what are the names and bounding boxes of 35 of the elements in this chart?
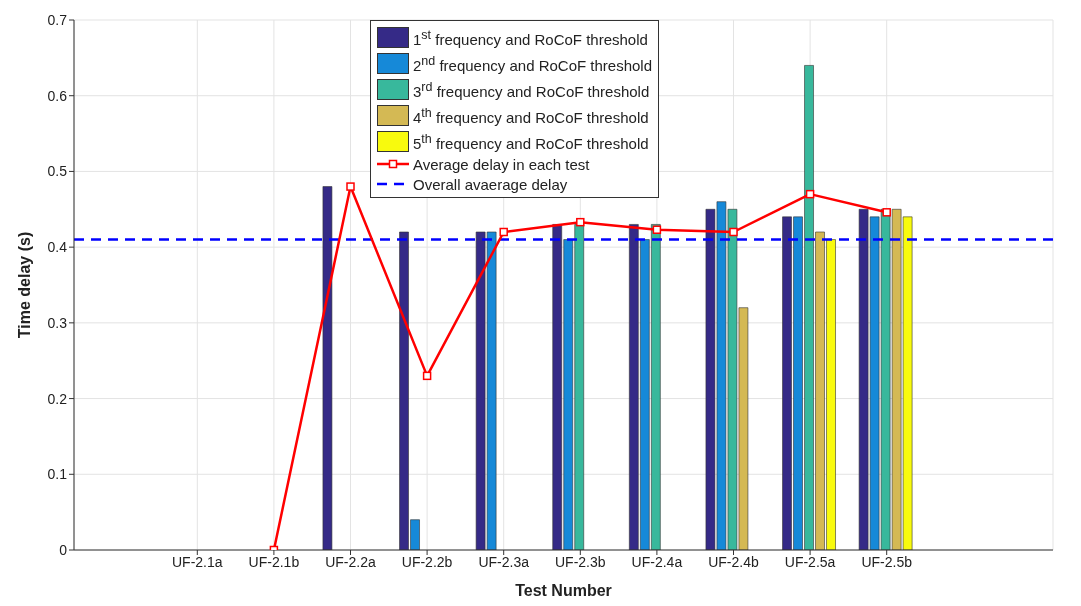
x-tick-label: UF-2.2a bbox=[325, 553, 376, 570]
point bbox=[652, 225, 662, 234]
y-tick-label: 0.7 bbox=[47, 11, 68, 28]
y-tick-label: 0.4 bbox=[47, 239, 68, 256]
x-tick-label: UF-2.3b bbox=[555, 553, 606, 570]
x-tick-label: UF-2.5a bbox=[784, 553, 836, 570]
legend-label: 3$^{rd}$ frequency and RoCoF threshold bbox=[413, 78, 650, 102]
x-tick-label: UF-2.1a bbox=[172, 553, 223, 570]
point bbox=[882, 208, 891, 217]
legend-label: 5$^{th}$ frequency and RoCoF threshold bbox=[413, 130, 649, 154]
x-tick-label: UF-2.2b bbox=[401, 553, 453, 570]
legend-label: 4$^{th}$ frequency and RoCoF threshold bbox=[413, 104, 649, 128]
legend-label: 1$^{st}$ frequency and RoCoF threshold bbox=[413, 26, 648, 50]
x-axis-title: Test Number bbox=[515, 582, 612, 599]
y-tick-label: 0.5 bbox=[47, 163, 68, 180]
x-tick-label: UF-2.4a bbox=[631, 553, 683, 570]
point bbox=[422, 371, 432, 381]
x-tick-label: UF-2.5b bbox=[861, 553, 913, 570]
y-tick-label: 0 bbox=[59, 541, 68, 558]
point bbox=[499, 227, 508, 237]
x-tick-label: UF-2.1b bbox=[248, 553, 300, 570]
point bbox=[346, 182, 355, 191]
y-tick-label: 0.2 bbox=[47, 390, 68, 407]
legend-label: Average delay in each test bbox=[413, 154, 590, 175]
legend-label: 2$^{nd}$ frequency and RoCoF threshold bbox=[413, 52, 653, 76]
point bbox=[729, 227, 738, 237]
point bbox=[805, 189, 815, 199]
y-axis-title: Time delay (s) bbox=[15, 231, 33, 339]
legend-label: Overall avaerage delay bbox=[413, 174, 568, 195]
y-tick-label: 0.1 bbox=[47, 466, 68, 483]
y-tick-label: 0.6 bbox=[47, 87, 68, 104]
x-tick-label: UF-2.3a bbox=[478, 553, 530, 570]
x-tick-label: UF-2.4b bbox=[708, 553, 759, 570]
point bbox=[576, 217, 585, 227]
y-tick-label: 0.3 bbox=[47, 314, 68, 331]
